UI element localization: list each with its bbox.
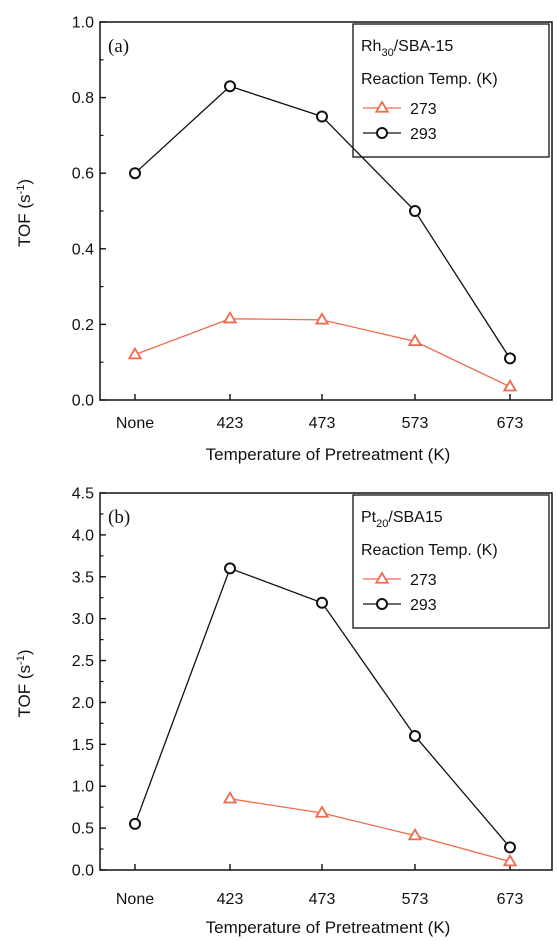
x-tick-label: 473 xyxy=(309,415,336,432)
data-point-293 xyxy=(224,562,236,575)
series-line-273 xyxy=(134,318,511,388)
legend-marker-273 xyxy=(374,100,390,113)
data-point-293 xyxy=(504,352,516,365)
panel-label: (a) xyxy=(108,36,129,57)
data-point-273 xyxy=(222,310,238,324)
x-tick-label: 473 xyxy=(309,891,336,908)
y-tick-label: 2.0 xyxy=(72,695,94,712)
x-tick-label: 573 xyxy=(402,891,429,908)
data-point-293 xyxy=(129,817,141,830)
series-293 xyxy=(129,80,516,365)
chart-panel-1: 0.0 0.2 0.4 0.6 0.8 1.0 None 423 473 573 673 Temper… xyxy=(15,15,553,464)
data-point-273 xyxy=(502,853,518,867)
x-tick-label: 673 xyxy=(497,891,524,908)
data-point-273 xyxy=(314,312,330,325)
legend-catalyst: Rh30/SBA-15 xyxy=(361,38,453,59)
data-point-273 xyxy=(314,805,330,818)
y-tick-label: 4.0 xyxy=(72,527,94,544)
data-point-293 xyxy=(504,841,516,854)
chart-panel-2: 0.0 0.5 1.0 1.5 2.0 2.5 3.0 3.5 4.0 4.5 None 423 473… xyxy=(15,486,553,937)
x-tick-label: 573 xyxy=(402,415,429,432)
x-tick-label: None xyxy=(116,415,154,432)
series-273 xyxy=(222,791,518,867)
data-point-273 xyxy=(407,827,423,841)
legend-catalyst: Pt20/SBA15 xyxy=(361,509,443,530)
data-point-293 xyxy=(129,167,141,180)
y-tick-label: 1.5 xyxy=(72,737,94,754)
x-axis-title: Temperature of Pretreatment (K) xyxy=(206,445,451,464)
data-point-273 xyxy=(407,333,423,347)
data-point-273 xyxy=(222,791,238,804)
legend-marker-293 xyxy=(376,598,388,610)
legend: Pt20/SBA15 Reaction Temp. (K) 273 293 xyxy=(352,494,550,629)
y-tick-label: 0.8 xyxy=(72,90,94,107)
y-tick-label: 1.0 xyxy=(72,779,94,796)
y-tick-label: 2.5 xyxy=(72,653,94,670)
x-tick-label: 673 xyxy=(497,415,524,432)
legend-label-293: 293 xyxy=(410,126,437,143)
data-point-293 xyxy=(316,110,328,123)
y-axis-title: TOF (s-1) xyxy=(15,649,34,717)
legend-label-273: 273 xyxy=(410,101,437,118)
y-tick-label: 4.5 xyxy=(72,486,94,503)
series-293 xyxy=(129,562,516,854)
y-axis-title: TOF (s-1) xyxy=(15,179,34,247)
data-point-293 xyxy=(409,205,421,217)
data-point-273 xyxy=(502,378,518,392)
legend: Rh30/SBA-15 Reaction Temp. (K) 273 293 xyxy=(352,23,550,158)
y-tick-label: 0.6 xyxy=(72,166,94,183)
x-axis-title: Temperature of Pretreatment (K) xyxy=(206,918,451,937)
y-tick-label: 0.5 xyxy=(72,821,94,838)
data-point-293 xyxy=(316,596,328,609)
y-tick-label: 3.0 xyxy=(72,611,94,628)
legend-label-273: 273 xyxy=(410,572,437,589)
series-273 xyxy=(127,310,518,392)
data-point-293 xyxy=(224,80,236,93)
panel-label: (b) xyxy=(108,507,130,528)
y-tick-label: 0.2 xyxy=(72,317,94,334)
y-tick-label: 0.4 xyxy=(72,241,94,258)
y-tick-label: 0.0 xyxy=(72,863,94,880)
legend-marker-273 xyxy=(374,571,390,584)
x-tick-label: 423 xyxy=(217,891,244,908)
y-tick-label: 0.0 xyxy=(72,393,94,410)
series-line-273 xyxy=(229,798,511,863)
x-tick-label: None xyxy=(116,891,154,908)
y-tick-label: 3.5 xyxy=(72,569,94,586)
legend-marker-293 xyxy=(376,127,388,139)
legend-title: Reaction Temp. (K) xyxy=(361,71,498,88)
y-tick-label: 1.0 xyxy=(72,15,94,32)
x-tick-label: 423 xyxy=(217,415,244,432)
legend-label-293: 293 xyxy=(410,597,437,614)
data-point-273 xyxy=(127,346,143,360)
legend-title: Reaction Temp. (K) xyxy=(361,542,498,559)
data-point-293 xyxy=(409,729,421,742)
